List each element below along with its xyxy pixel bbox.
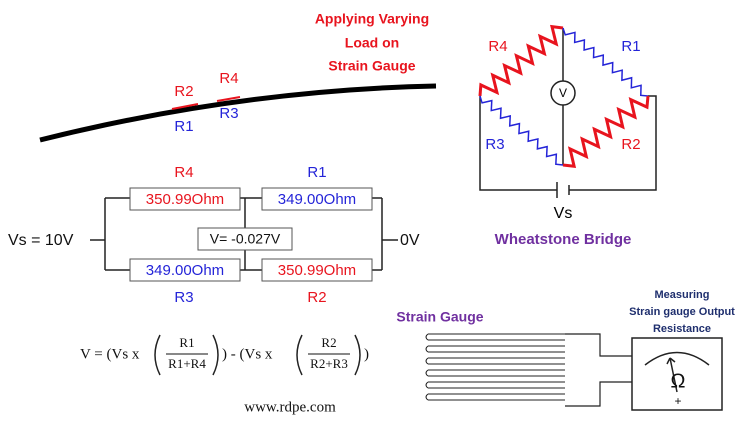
gauge-mark [171,103,199,110]
circuit-wire [90,197,398,271]
bridge-title: Wheatstone Bridge [495,231,632,248]
beam-label: R4 [219,70,238,87]
meter-caption: Measuring Strain gauge Output Resistance [629,289,735,335]
resistor-value: 349.00Ohm [146,262,224,279]
bridge-wire [479,95,657,191]
circuit-label: R1 [307,164,326,181]
beam-label: R3 [219,105,238,122]
meter-label: V [559,86,567,100]
strain-gauge [425,333,632,407]
formula-num: R2 [321,335,336,350]
gauge-loop [425,393,429,401]
bridge-label: R2 [621,136,640,153]
circuit [90,187,398,282]
circuit-labels: R4 R1 350.99Ohm 349.00Ohm V= -0.027V 349… [8,164,420,306]
bridge-label: R4 [488,38,507,55]
meter-needle [666,357,678,393]
voltmeter [550,80,576,106]
gauge-loop [425,345,429,353]
formula: V = (Vs x R1 R1+R4 ) - (Vs x R2 R2+R3 ) [80,334,369,376]
voltage-box [197,227,293,251]
load-label: Applying Varying Load on Strain Gauge [315,11,429,74]
resistor-value: 350.99Ohm [146,191,224,208]
battery [556,182,570,198]
formula-text: V = (Vs x [80,346,140,362]
formula-den: R1+R4 [168,356,206,371]
formula-den: R2+R3 [310,356,348,371]
formula-text: ) [364,346,369,362]
resistor [261,187,373,211]
gauge-mark [216,96,241,102]
resistor [478,24,564,97]
resistor-value: 350.99Ohm [278,262,356,279]
paren [354,334,361,376]
resistor [129,187,241,211]
load-line: Applying Varying [315,11,429,27]
source-label: Vs [554,205,573,222]
beam [39,83,437,143]
resistor [261,258,373,282]
meter-plus: + [674,394,681,408]
ohm-symbol: Ω [671,370,686,392]
meter-line: Measuring [654,289,709,301]
gauge-grid [428,333,565,401]
resistor [479,95,564,166]
load-line: Strain Gauge [328,58,415,74]
meter-line: Strain gauge Output [629,306,735,318]
beam-labels: R2 R4 R1 R3 [174,70,238,135]
resistor-value: 349.00Ohm [278,191,356,208]
meter-scale [644,351,710,366]
paren [154,334,161,376]
formula-text: ) - (Vs x [222,346,273,362]
gauge-lead [565,333,632,407]
input-label: Vs = 10V [8,232,74,249]
paren [296,334,303,376]
bridge-labels: R4 R1 R3 R2 V Vs Wheatstone Bridge [485,38,640,248]
output-label: 0V [400,232,420,249]
resistor [129,258,241,282]
bridge [478,24,657,198]
paren [212,334,219,376]
beam-label: R1 [174,118,193,135]
beam-label: R2 [174,83,193,100]
gauge-loop [425,333,429,341]
bridge-label: R1 [621,38,640,55]
formula-num: R1 [179,335,194,350]
circuit-label: R2 [307,289,326,306]
gauge-loop [425,381,429,389]
gauge-loop [425,369,429,377]
circuit-label: R4 [174,164,193,181]
resistor [562,27,649,97]
bridge-label: R3 [485,136,504,153]
load-line: Load on [345,35,399,51]
gauge-loop [425,357,429,365]
gauge-title: Strain Gauge [396,309,483,325]
voltage-value: V= -0.027V [210,231,281,247]
meter-line: Resistance [653,323,711,335]
circuit-label: R3 [174,289,193,306]
resistor [562,95,650,169]
ohmmeter [631,337,723,411]
footer: www.rdpe.com [244,399,336,415]
